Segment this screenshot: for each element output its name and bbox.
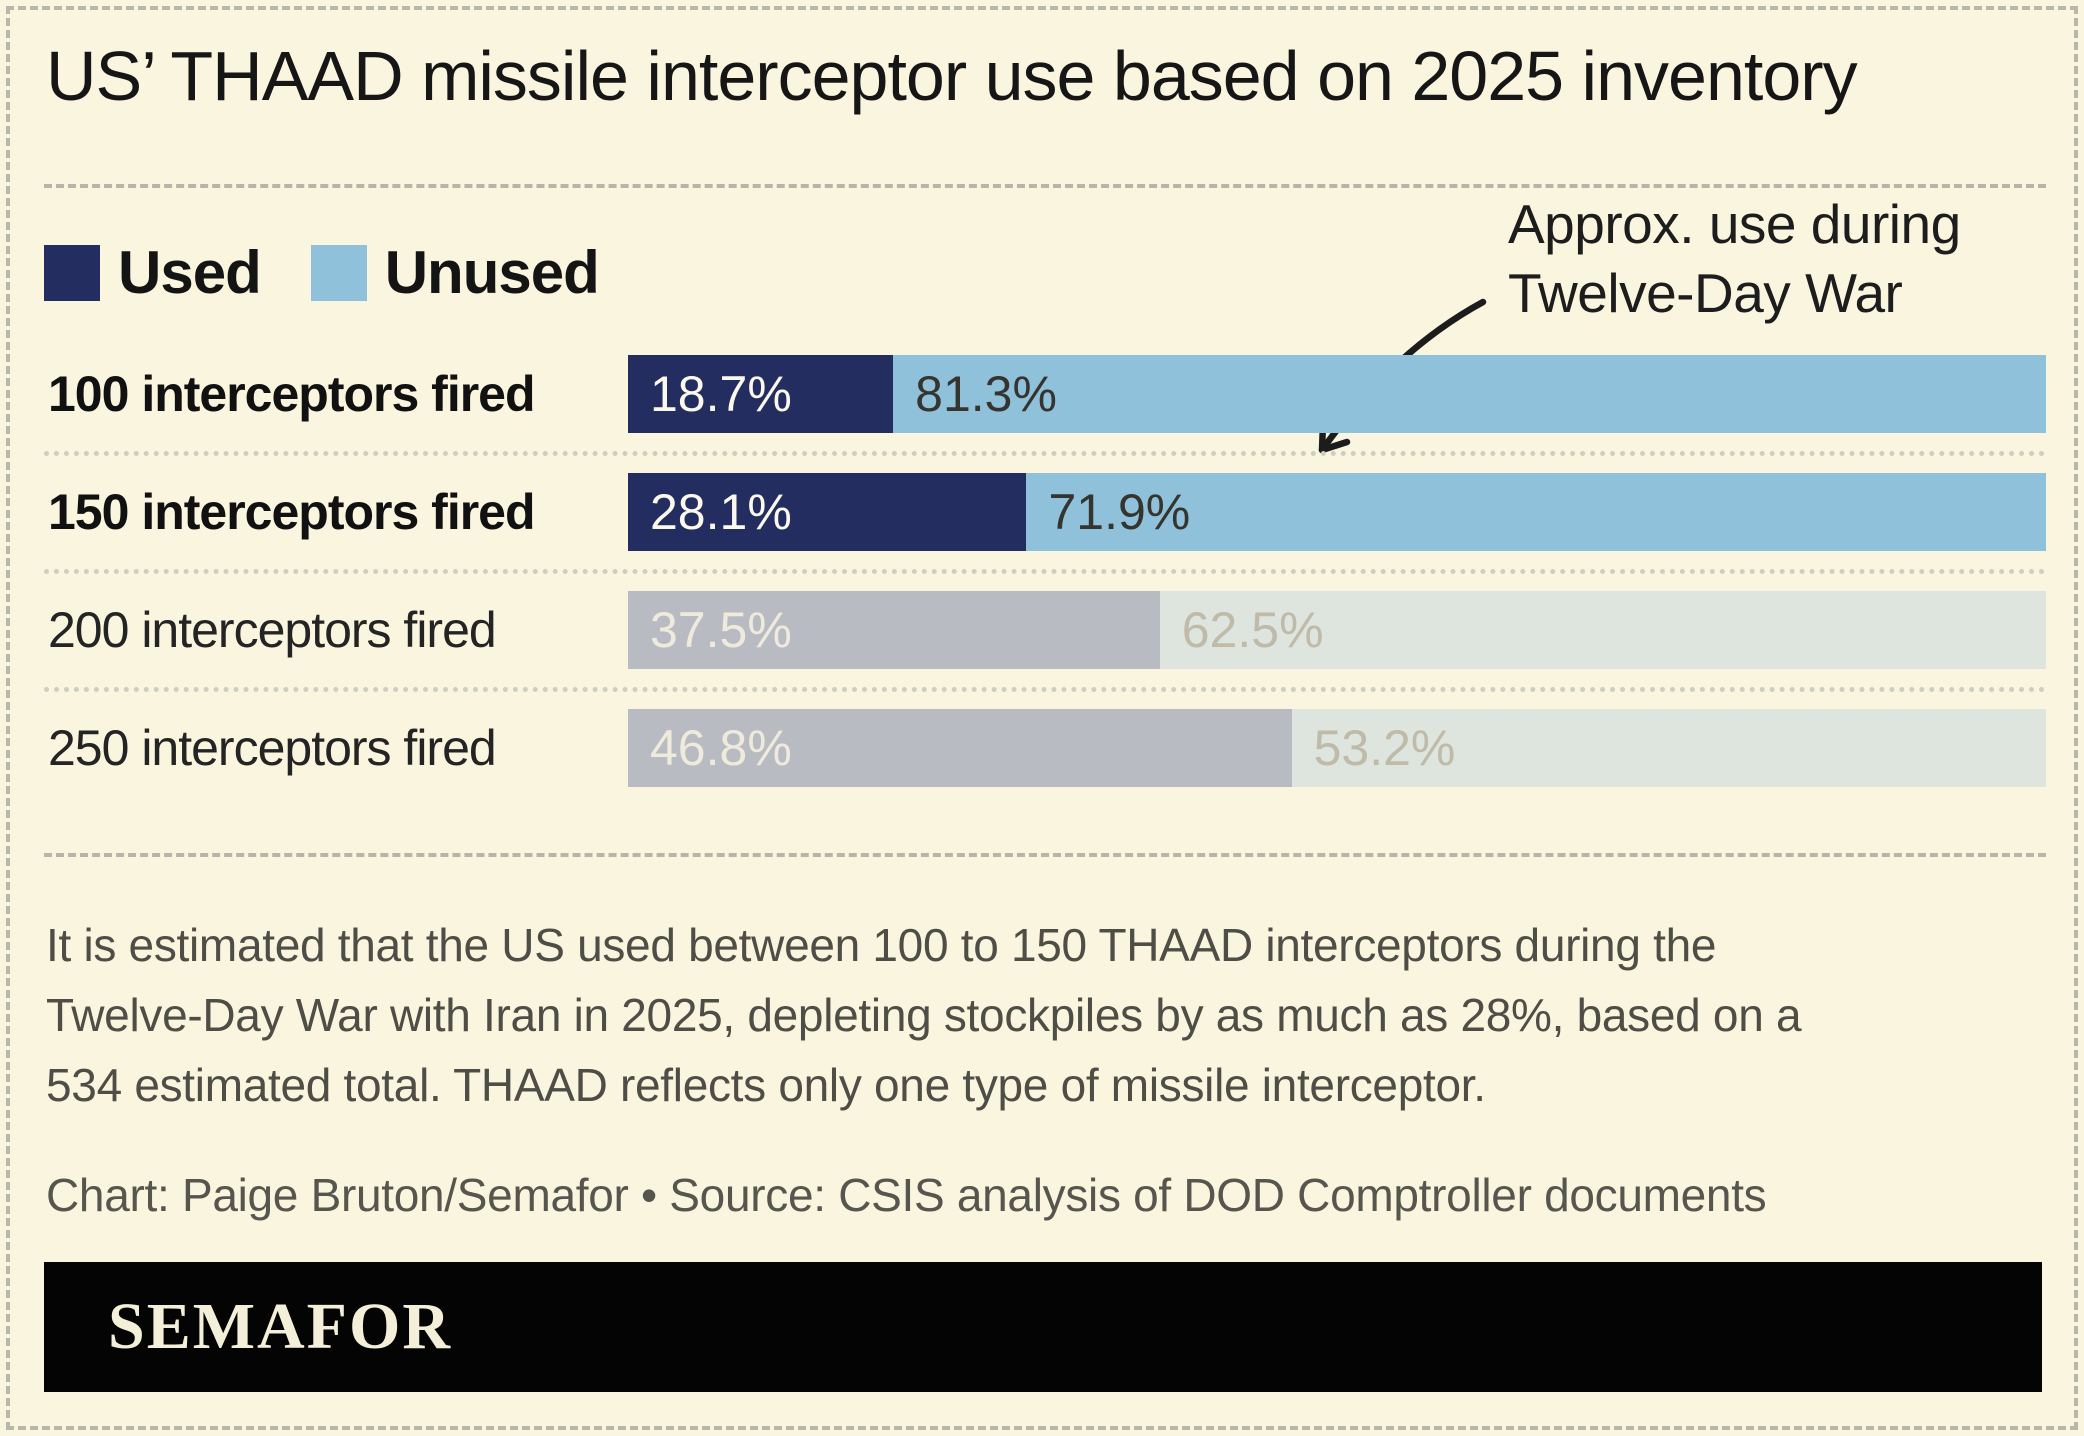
bar-segment-unused: 62.5% [1159, 591, 2046, 669]
bar-segment-used: 18.7% [628, 355, 894, 433]
bar-value-used: 28.1% [650, 484, 792, 540]
annotation-line-1: Approx. use during [1508, 193, 1961, 255]
bar-value-unused: 71.9% [1048, 484, 1191, 540]
legend-label-used: Used [118, 239, 262, 306]
bar-segment-used: 28.1% [628, 473, 1027, 551]
row-label: 150 interceptors fired [48, 484, 536, 540]
bar-value-unused: 81.3% [915, 366, 1057, 422]
stacked-bar: 28.1% 71.9% [628, 473, 2046, 551]
credit-line: Chart: Paige Bruton/Semafor • Source: CS… [46, 1169, 1767, 1221]
legend-swatch-unused [310, 244, 367, 301]
footnote-line-3: 534 estimated total. THAAD reflects only… [46, 1059, 1486, 1111]
bar-value-used: 18.7% [650, 366, 792, 422]
annotation-label: Approx. use during Twelve-Day War [1508, 190, 1961, 328]
row-separator [44, 687, 2046, 692]
bar-value-unused: 53.2% [1313, 720, 1456, 776]
semafor-logo: SEMAFOR [108, 1290, 452, 1363]
row-label: 250 interceptors fired [48, 720, 497, 776]
legend-swatch-used [44, 244, 100, 301]
bar-chart: 100 interceptors fired 18.7% 81.3% 150 i… [44, 355, 2046, 787]
title-separator [44, 184, 2046, 188]
bar-segment-unused: 71.9% [1026, 473, 2046, 551]
row-separator [44, 451, 2046, 456]
chart-row-250: 250 interceptors fired 46.8% 53.2% [44, 709, 2046, 787]
bar-value-used: 46.8% [650, 720, 792, 776]
bar-segment-unused: 53.2% [1291, 709, 2046, 787]
bar-value-unused: 62.5% [1181, 602, 1324, 658]
row-separator [44, 569, 2046, 574]
bar-segment-unused: 81.3% [893, 355, 2046, 433]
stacked-bar: 46.8% 53.2% [628, 709, 2046, 787]
row-label: 200 interceptors fired [48, 602, 497, 658]
bar-segment-used: 46.8% [628, 709, 1292, 787]
stacked-bar: 18.7% 81.3% [628, 355, 2046, 433]
bar-value-used: 37.5% [650, 602, 792, 658]
chart-row-100: 100 interceptors fired 18.7% 81.3% [44, 355, 2046, 433]
legend-label-unused: Unused [384, 239, 600, 306]
annotation-line-2: Twelve-Day War [1508, 262, 1903, 324]
legend: Used Unused [44, 238, 649, 307]
footnote-line-1: It is estimated that the US used between… [46, 919, 1717, 971]
footnote: It is estimated that the US used between… [46, 910, 1802, 1120]
footnote-separator [44, 853, 2046, 857]
page-title: US’ THAAD missile interceptor use based … [46, 37, 1858, 115]
stacked-bar: 37.5% 62.5% [628, 591, 2046, 669]
footnote-line-2: Twelve-Day War with Iran in 2025, deplet… [46, 989, 1802, 1041]
chart-row-200: 200 interceptors fired 37.5% 62.5% [44, 591, 2046, 669]
row-label: 100 interceptors fired [48, 366, 536, 422]
chart-row-150: 150 interceptors fired 28.1% 71.9% [44, 473, 2046, 551]
bar-segment-used: 37.5% [628, 591, 1160, 669]
semafor-logo-bar: SEMAFOR [44, 1262, 2042, 1392]
